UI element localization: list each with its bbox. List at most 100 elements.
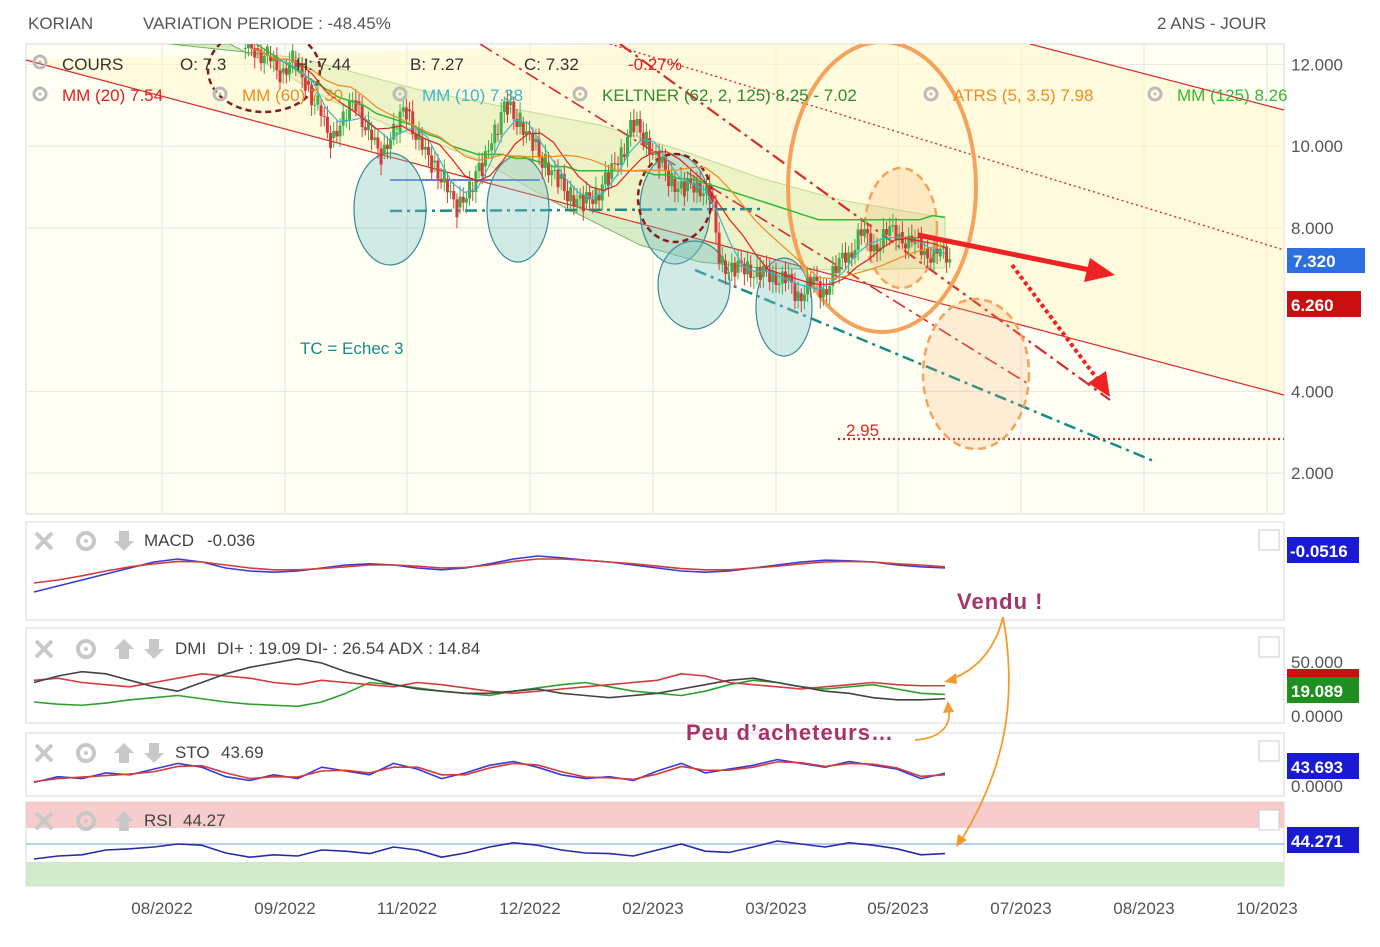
- arrow-down-icon[interactable]: [144, 639, 164, 659]
- candle-body: [480, 162, 484, 177]
- candle-body: [291, 50, 295, 63]
- close-icon[interactable]: [34, 743, 54, 763]
- candle-body: [771, 270, 775, 283]
- candle-body: [828, 285, 832, 295]
- candle-body: [325, 116, 329, 133]
- legend-item: B: 7.27: [410, 55, 464, 74]
- sto-checkbox[interactable]: [1258, 740, 1280, 762]
- candle-body: [306, 80, 310, 85]
- candle-body: [875, 244, 879, 252]
- arrow-down-icon[interactable]: [114, 531, 134, 551]
- candle-body: [379, 148, 383, 165]
- x-tick-label: 10/2023: [1236, 899, 1297, 918]
- arrow-up-icon[interactable]: [114, 743, 134, 763]
- candle-body: [644, 131, 648, 146]
- candle-body: [341, 111, 345, 126]
- gear-icon[interactable]: [32, 54, 48, 70]
- candle-body: [534, 138, 538, 143]
- candle-body: [850, 252, 854, 258]
- price-y-axis: 12.000 10.000 8.000 4.000 2.000: [1291, 55, 1343, 483]
- candle-body: [445, 178, 449, 193]
- candle-body: [885, 229, 889, 235]
- candle-body: [717, 232, 721, 264]
- macd-checkbox[interactable]: [1258, 529, 1280, 551]
- candle-body: [294, 60, 298, 68]
- candle-body: [512, 101, 516, 120]
- close-icon[interactable]: [34, 531, 54, 551]
- candle-body: [733, 262, 737, 277]
- period-label[interactable]: 2 ANS - JOUR: [1157, 14, 1267, 33]
- arrow-up-icon[interactable]: [114, 811, 134, 831]
- legend-item: MM (20) 7.54: [62, 86, 163, 105]
- candle-body: [496, 133, 500, 135]
- gear-icon[interactable]: [76, 811, 96, 831]
- candle-body: [626, 136, 630, 157]
- arrow-up-icon[interactable]: [114, 639, 134, 659]
- arrow-down-icon[interactable]: [144, 743, 164, 763]
- candle-body: [888, 226, 892, 237]
- candle-body: [667, 171, 671, 187]
- candle-body: [272, 56, 276, 62]
- close-icon[interactable]: [34, 639, 54, 659]
- gear-icon[interactable]: [76, 531, 96, 551]
- candle-body: [284, 68, 288, 75]
- candle-body: [790, 274, 794, 283]
- candle-body: [287, 62, 291, 75]
- close-icon[interactable]: [34, 811, 54, 831]
- gear-icon[interactable]: [572, 86, 588, 102]
- candle-body: [474, 170, 478, 192]
- channel-upper-line: [1029, 44, 1284, 111]
- candle-body: [714, 201, 718, 233]
- candle-body: [837, 258, 841, 273]
- candle-body: [945, 246, 949, 263]
- candle-body: [259, 49, 263, 64]
- candle-body: [246, 44, 250, 49]
- candle-body: [316, 95, 320, 105]
- candle-body: [597, 195, 601, 201]
- candle-body: [616, 163, 620, 165]
- candle-body: [682, 181, 686, 197]
- gear-icon[interactable]: [392, 86, 408, 102]
- rsi-checkbox[interactable]: [1258, 809, 1280, 831]
- gear-icon[interactable]: [212, 86, 228, 102]
- gear-icon[interactable]: [923, 86, 939, 102]
- candle-body: [461, 196, 465, 203]
- candle-body: [354, 100, 358, 112]
- candle-body: [651, 154, 655, 156]
- variation-label: VARIATION PERIODE : -48.45%: [143, 14, 391, 33]
- rsi-title: RSI: [144, 811, 172, 830]
- dmi-red-badge: [1287, 669, 1359, 679]
- candle-body: [749, 264, 753, 278]
- legend-item: -0.27%: [628, 55, 682, 74]
- legend-item: C: 7.32: [524, 55, 579, 74]
- candle-body: [411, 111, 415, 135]
- candle-body: [430, 155, 434, 173]
- ma125-line: [254, 44, 946, 221]
- candle-body: [357, 101, 361, 105]
- rsi-overbought-zone: [26, 802, 1284, 828]
- candle-body: [815, 276, 819, 282]
- candle-body: [505, 101, 509, 115]
- sto-title: STO: [175, 743, 210, 762]
- candle-body: [796, 291, 800, 301]
- candle-body: [695, 178, 699, 193]
- candle-body: [897, 233, 901, 241]
- candle-body: [922, 250, 926, 256]
- candle-body: [692, 183, 696, 193]
- gear-icon[interactable]: [1147, 86, 1163, 102]
- price-lines: [249, 44, 946, 290]
- gear-icon[interactable]: [76, 743, 96, 763]
- gear-icon[interactable]: [32, 86, 48, 102]
- candle-body: [723, 260, 727, 274]
- x-tick-label: 02/2023: [622, 899, 683, 918]
- gear-icon[interactable]: [76, 639, 96, 659]
- candle-body: [547, 162, 551, 176]
- candle-body: [487, 150, 491, 152]
- dmi-checkbox[interactable]: [1258, 636, 1280, 658]
- candle-body: [313, 104, 317, 106]
- candle-body: [862, 229, 866, 237]
- rsi-panel: RSI 44.27 44.271: [25, 801, 1359, 887]
- candle-body: [543, 153, 547, 168]
- candle-body: [657, 151, 661, 169]
- last-price-value: 7.320: [1293, 252, 1336, 271]
